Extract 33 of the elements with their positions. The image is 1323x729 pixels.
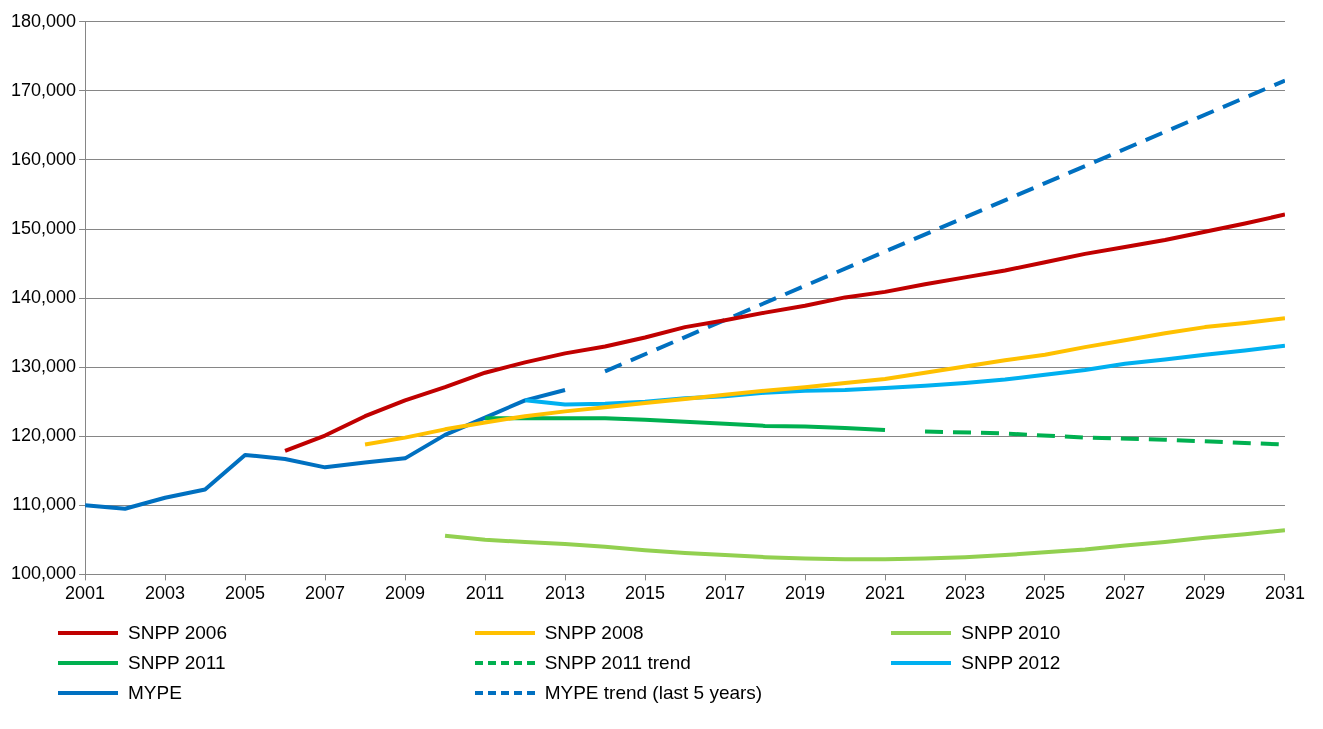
y-tick-label: 150,000 <box>10 217 77 238</box>
x-tick-label: 2013 <box>545 583 586 604</box>
legend-label: SNPP 2008 <box>544 622 644 644</box>
x-tick-label: 2019 <box>784 583 826 604</box>
legend-label: SNPP 2006 <box>128 622 227 644</box>
legend-label: MYPE <box>128 682 182 704</box>
y-tick-label: 140,000 <box>10 287 77 308</box>
x-tick-label: 2015 <box>625 583 666 604</box>
x-tick-label: 2025 <box>1024 583 1066 604</box>
y-tick-label: 160,000 <box>10 148 77 169</box>
x-tick-label: 2027 <box>1104 583 1146 604</box>
legend-label: SNPP 2011 <box>128 652 226 674</box>
y-tick-label: 130,000 <box>10 356 77 377</box>
legend-label: MYPE trend (last 5 years) <box>544 682 763 704</box>
x-tick-label: 2011 <box>465 583 505 604</box>
legend-label: SNPP 2010 <box>961 622 1061 644</box>
y-tick-label: 170,000 <box>10 79 77 100</box>
x-tick-label: 2007 <box>305 583 346 604</box>
x-tick-label: 2029 <box>1184 583 1226 604</box>
x-tick-label: 2009 <box>385 583 426 604</box>
x-tick-label: 2001 <box>65 583 106 604</box>
x-tick-label: 2005 <box>225 583 266 604</box>
x-tick-label: 2021 <box>864 583 906 604</box>
y-tick-label: 100,000 <box>10 563 77 584</box>
x-tick-label: 2003 <box>145 583 186 604</box>
x-tick-label: 2017 <box>705 583 746 604</box>
legend-label: SNPP 2012 <box>961 652 1061 674</box>
legend-label: SNPP 2011 trend <box>544 652 691 674</box>
x-tick-label: 2031 <box>1264 583 1305 604</box>
y-tick-label: 110,000 <box>12 494 77 515</box>
y-tick-label: 180,000 <box>10 10 77 31</box>
y-tick-label: 120,000 <box>10 425 77 446</box>
x-tick-label: 2023 <box>944 583 986 604</box>
